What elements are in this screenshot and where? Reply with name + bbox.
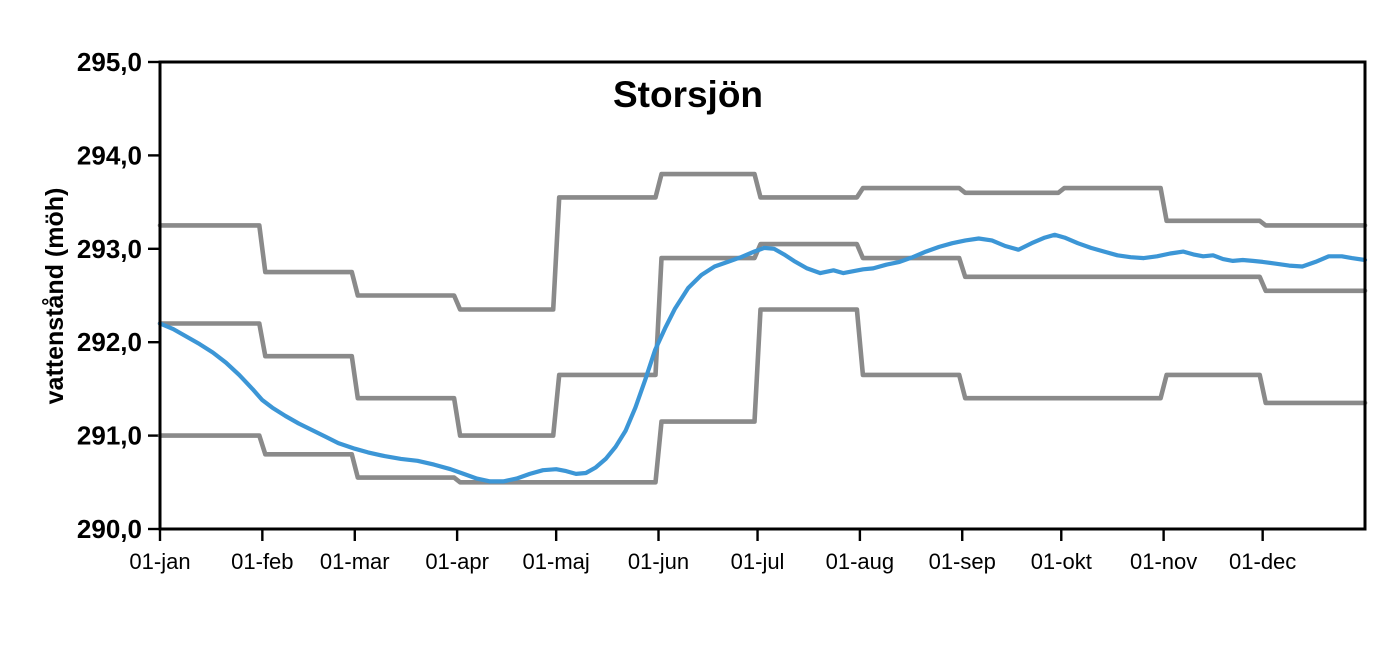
x-tick-label: 01-nov — [1130, 549, 1197, 574]
y-tick-label: 290,0 — [77, 514, 142, 544]
x-tick-label: 01-sep — [929, 549, 996, 574]
y-tick-label: 291,0 — [77, 421, 142, 451]
x-tick-label: 01-aug — [826, 549, 895, 574]
x-tick-label: 01-jan — [129, 549, 190, 574]
x-tick-label: 01-feb — [231, 549, 293, 574]
y-tick-label: 295,0 — [77, 47, 142, 77]
x-tick-label: 01-apr — [425, 549, 489, 574]
y-tick-label: 292,0 — [77, 327, 142, 357]
lower-limit-step-line-line — [157, 307, 1368, 485]
x-tick-label: 01-okt — [1031, 549, 1092, 574]
observed-water-level-line — [157, 232, 1368, 484]
plot-area-group: 290,0 291,0 292,0 293,0 294,0 295,0 01-jan 01-f… — [77, 47, 1368, 574]
y-axis-title: vattenstånd (möh) — [41, 188, 69, 405]
x-tick-label: 01-mar — [320, 549, 390, 574]
y-tick-label: 293,0 — [77, 234, 142, 264]
x-tick-label: 01-dec — [1229, 549, 1296, 574]
plot-border — [158, 60, 1367, 531]
upper-limit-step-line-line — [157, 171, 1368, 312]
y-tick-label: 294,0 — [77, 140, 142, 170]
x-tick-label: 01-maj — [523, 549, 590, 574]
x-tick-label: 01-jul — [731, 549, 785, 574]
x-tick-label: 01-jun — [628, 549, 689, 574]
chart-title: Storsjön — [613, 74, 763, 115]
